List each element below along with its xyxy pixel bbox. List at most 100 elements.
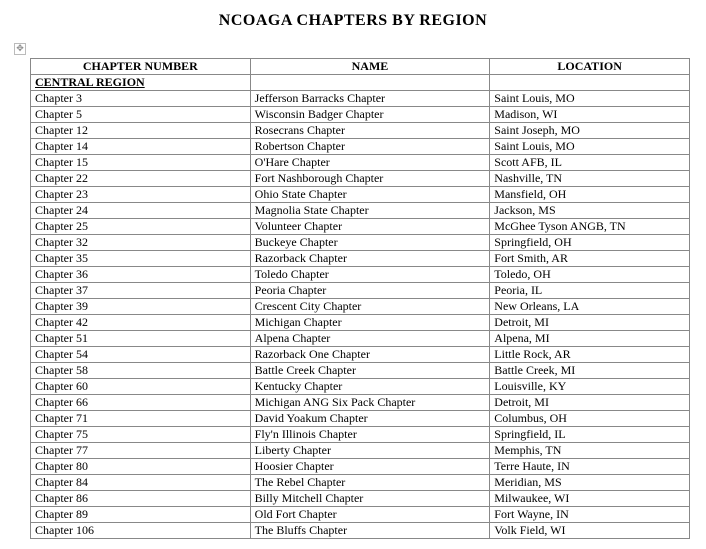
- cell-name: Michigan ANG Six Pack Chapter: [250, 395, 490, 411]
- cell-location: Nashville, TN: [490, 171, 690, 187]
- cell-name: David Yoakum Chapter: [250, 411, 490, 427]
- cell-chapter-number: Chapter 14: [31, 139, 251, 155]
- table-row: Chapter 42Michigan ChapterDetroit, MI: [31, 315, 690, 331]
- cell-location: Springfield, OH: [490, 235, 690, 251]
- table-row: Chapter 54Razorback One ChapterLittle Ro…: [31, 347, 690, 363]
- table-row: Chapter 35Razorback ChapterFort Smith, A…: [31, 251, 690, 267]
- table-row: Chapter 24Magnolia State ChapterJackson,…: [31, 203, 690, 219]
- cell-location: Milwaukee, WI: [490, 491, 690, 507]
- cell-name: Razorback One Chapter: [250, 347, 490, 363]
- cell-name: Hoosier Chapter: [250, 459, 490, 475]
- cell-location: Memphis, TN: [490, 443, 690, 459]
- cell-name: Peoria Chapter: [250, 283, 490, 299]
- col-header-name: NAME: [250, 59, 490, 75]
- cell-chapter-number: Chapter 36: [31, 267, 251, 283]
- table-row: Chapter 32Buckeye ChapterSpringfield, OH: [31, 235, 690, 251]
- cell-name: Magnolia State Chapter: [250, 203, 490, 219]
- table-row: Chapter 15O'Hare ChapterScott AFB, IL: [31, 155, 690, 171]
- cell-location: Mansfield, OH: [490, 187, 690, 203]
- cell-chapter-number: Chapter 3: [31, 91, 251, 107]
- cell-chapter-number: Chapter 25: [31, 219, 251, 235]
- cell-chapter-number: Chapter 106: [31, 523, 251, 539]
- cell-name: The Bluffs Chapter: [250, 523, 490, 539]
- cell-chapter-number: Chapter 12: [31, 123, 251, 139]
- cell-location: Springfield, IL: [490, 427, 690, 443]
- cell-location: Saint Joseph, MO: [490, 123, 690, 139]
- table-row: Chapter 66Michigan ANG Six Pack ChapterD…: [31, 395, 690, 411]
- cell-name: Fort Nashborough Chapter: [250, 171, 490, 187]
- cell-chapter-number: Chapter 32: [31, 235, 251, 251]
- table-header-row: CHAPTER NUMBER NAME LOCATION: [31, 59, 690, 75]
- col-header-chapter-number: CHAPTER NUMBER: [31, 59, 251, 75]
- cell-name: Fly'n Illinois Chapter: [250, 427, 490, 443]
- cell-chapter-number: Chapter 86: [31, 491, 251, 507]
- cell-location: Alpena, MI: [490, 331, 690, 347]
- cell-chapter-number: Chapter 54: [31, 347, 251, 363]
- cell-name: Wisconsin Badger Chapter: [250, 107, 490, 123]
- cell-name: Jefferson Barracks Chapter: [250, 91, 490, 107]
- cell-name: Toledo Chapter: [250, 267, 490, 283]
- page-title: NCOAGA CHAPTERS BY REGION: [14, 12, 692, 30]
- cell-chapter-number: Chapter 51: [31, 331, 251, 347]
- cell-chapter-number: Chapter 37: [31, 283, 251, 299]
- cell-name: Battle Creek Chapter: [250, 363, 490, 379]
- table-row: Chapter 75Fly'n Illinois ChapterSpringfi…: [31, 427, 690, 443]
- cell-chapter-number: Chapter 39: [31, 299, 251, 315]
- cell-chapter-number: Chapter 60: [31, 379, 251, 395]
- cell-name: The Rebel Chapter: [250, 475, 490, 491]
- cell-chapter-number: Chapter 22: [31, 171, 251, 187]
- cell-chapter-number: Chapter 75: [31, 427, 251, 443]
- cell-chapter-number: Chapter 15: [31, 155, 251, 171]
- cell-location: Meridian, MS: [490, 475, 690, 491]
- cell-chapter-number: Chapter 42: [31, 315, 251, 331]
- region-header-row: CENTRAL REGION: [31, 75, 690, 91]
- table-row: Chapter 89Old Fort ChapterFort Wayne, IN: [31, 507, 690, 523]
- cell-chapter-number: Chapter 80: [31, 459, 251, 475]
- cell-chapter-number: Chapter 77: [31, 443, 251, 459]
- cell-location: McGhee Tyson ANGB, TN: [490, 219, 690, 235]
- table-row: Chapter 22Fort Nashborough ChapterNashvi…: [31, 171, 690, 187]
- cell-chapter-number: Chapter 24: [31, 203, 251, 219]
- cell-location: Saint Louis, MO: [490, 91, 690, 107]
- cell-name: Ohio State Chapter: [250, 187, 490, 203]
- table-row: Chapter 51Alpena ChapterAlpena, MI: [31, 331, 690, 347]
- table-row: Chapter 36Toledo ChapterToledo, OH: [31, 267, 690, 283]
- cell-location: Saint Louis, MO: [490, 139, 690, 155]
- cell-chapter-number: Chapter 89: [31, 507, 251, 523]
- table-row: Chapter 71David Yoakum ChapterColumbus, …: [31, 411, 690, 427]
- cell-name: O'Hare Chapter: [250, 155, 490, 171]
- cell-chapter-number: Chapter 5: [31, 107, 251, 123]
- cell-location: Fort Smith, AR: [490, 251, 690, 267]
- region-label: CENTRAL REGION: [31, 75, 251, 91]
- cell-location: Peoria, IL: [490, 283, 690, 299]
- table-row: Chapter 77Liberty ChapterMemphis, TN: [31, 443, 690, 459]
- table-row: Chapter 106The Bluffs ChapterVolk Field,…: [31, 523, 690, 539]
- table-row: Chapter 86Billy Mitchell ChapterMilwauke…: [31, 491, 690, 507]
- cell-location: Fort Wayne, IN: [490, 507, 690, 523]
- table-row: Chapter 25Volunteer ChapterMcGhee Tyson …: [31, 219, 690, 235]
- cell-name: Kentucky Chapter: [250, 379, 490, 395]
- cell-location: New Orleans, LA: [490, 299, 690, 315]
- empty-cell: [250, 75, 490, 91]
- chapters-table: CHAPTER NUMBER NAME LOCATION CENTRAL REG…: [30, 58, 690, 539]
- cell-chapter-number: Chapter 71: [31, 411, 251, 427]
- table-row: Chapter 3Jefferson Barracks ChapterSaint…: [31, 91, 690, 107]
- cell-name: Razorback Chapter: [250, 251, 490, 267]
- cell-chapter-number: Chapter 84: [31, 475, 251, 491]
- cell-chapter-number: Chapter 23: [31, 187, 251, 203]
- cell-location: Louisville, KY: [490, 379, 690, 395]
- cell-name: Old Fort Chapter: [250, 507, 490, 523]
- cell-location: Little Rock, AR: [490, 347, 690, 363]
- cell-location: Jackson, MS: [490, 203, 690, 219]
- cell-name: Liberty Chapter: [250, 443, 490, 459]
- cell-location: Battle Creek, MI: [490, 363, 690, 379]
- empty-cell: [490, 75, 690, 91]
- table-anchor-icon: ✥: [14, 43, 26, 55]
- cell-location: Toledo, OH: [490, 267, 690, 283]
- table-row: Chapter 14Robertson ChapterSaint Louis, …: [31, 139, 690, 155]
- table-row: Chapter 37Peoria ChapterPeoria, IL: [31, 283, 690, 299]
- table-row: Chapter 23Ohio State ChapterMansfield, O…: [31, 187, 690, 203]
- cell-name: Robertson Chapter: [250, 139, 490, 155]
- cell-name: Billy Mitchell Chapter: [250, 491, 490, 507]
- cell-name: Buckeye Chapter: [250, 235, 490, 251]
